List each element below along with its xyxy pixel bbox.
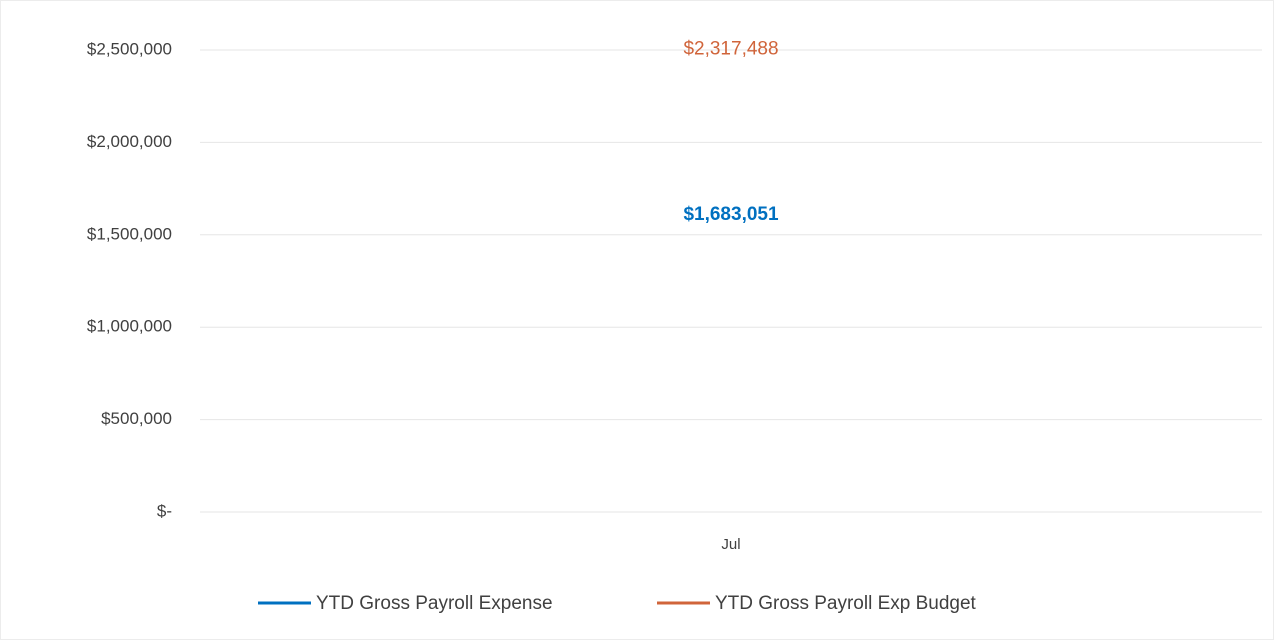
- data-label: $2,317,488: [683, 39, 778, 60]
- y-tick-label: $2,000,000: [87, 132, 172, 151]
- x-tick-label: Jul: [721, 536, 740, 553]
- y-tick-label: $-: [157, 501, 172, 520]
- y-tick-label: $1,500,000: [87, 224, 172, 243]
- legend-label: YTD Gross Payroll Expense: [316, 593, 553, 614]
- data-label: $1,683,051: [683, 204, 779, 225]
- y-tick-label: $2,500,000: [87, 39, 172, 58]
- legend-label: YTD Gross Payroll Exp Budget: [715, 593, 977, 614]
- y-tick-label: $1,000,000: [87, 317, 172, 336]
- y-tick-label: $500,000: [101, 409, 172, 428]
